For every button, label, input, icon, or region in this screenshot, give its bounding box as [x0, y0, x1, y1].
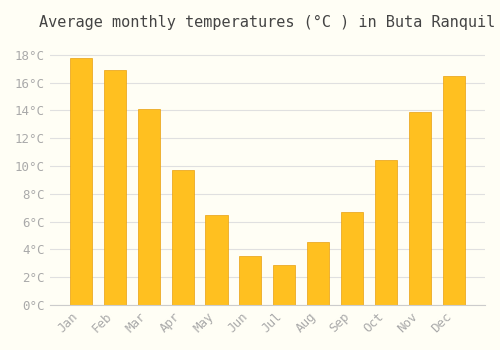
Bar	[375, 160, 398, 305]
Title: Average monthly temperatures (°C ) in Buta Ranquil: Average monthly temperatures (°C ) in Bu…	[40, 15, 496, 30]
Bar	[104, 70, 126, 305]
Bar	[409, 112, 432, 305]
Bar	[206, 215, 228, 305]
Bar	[240, 257, 262, 305]
Bar	[443, 76, 465, 305]
Bar	[342, 212, 363, 305]
Bar	[138, 109, 160, 305]
Bar	[172, 170, 194, 305]
Bar	[308, 243, 330, 305]
Bar	[274, 265, 295, 305]
Bar	[70, 58, 92, 305]
